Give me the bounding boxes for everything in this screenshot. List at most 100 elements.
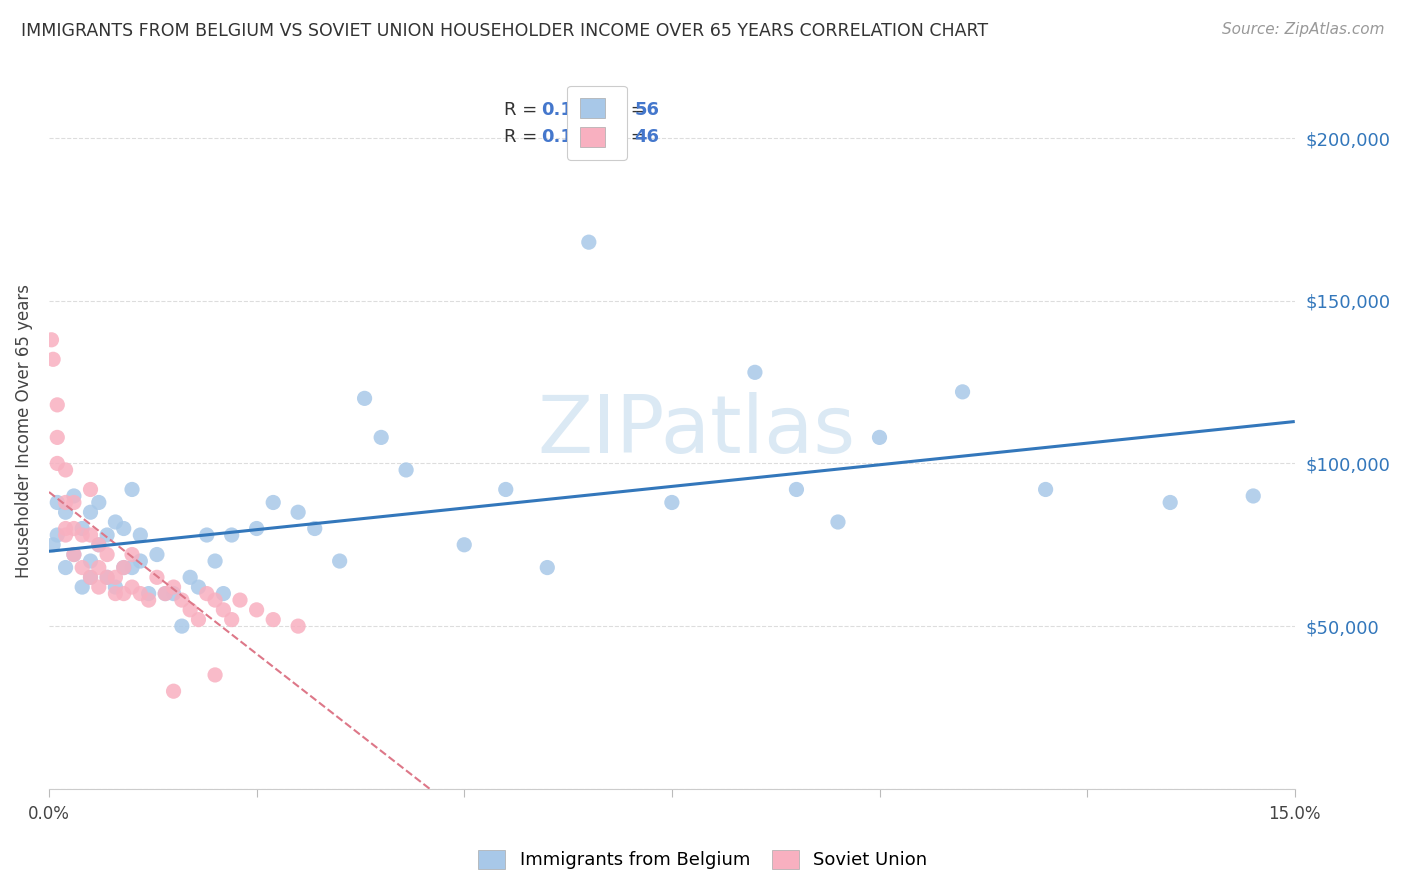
Point xyxy=(87,495,110,509)
Point xyxy=(395,463,418,477)
Point xyxy=(138,586,160,600)
Point xyxy=(661,495,683,509)
Point xyxy=(179,570,201,584)
Point xyxy=(46,457,69,471)
Point xyxy=(155,586,177,600)
Point xyxy=(55,495,77,509)
Point xyxy=(63,489,86,503)
Text: R =: R = xyxy=(503,128,543,146)
Point xyxy=(329,554,352,568)
Point xyxy=(536,560,558,574)
Point xyxy=(42,538,65,552)
Text: 46: 46 xyxy=(634,128,659,146)
Point xyxy=(104,515,127,529)
Point xyxy=(578,235,600,249)
Text: 0.193: 0.193 xyxy=(541,101,598,120)
Text: N =: N = xyxy=(599,128,651,146)
Point xyxy=(87,538,110,552)
Point xyxy=(79,554,101,568)
Point xyxy=(70,528,93,542)
Point xyxy=(195,528,218,542)
Point xyxy=(187,580,209,594)
Legend: Immigrants from Belgium, Soviet Union: Immigrants from Belgium, Soviet Union xyxy=(470,841,936,879)
Point xyxy=(212,586,235,600)
Point xyxy=(63,548,86,562)
Point xyxy=(827,515,849,529)
Point xyxy=(195,586,218,600)
Point xyxy=(96,570,118,584)
Point xyxy=(287,619,309,633)
Point xyxy=(155,586,177,600)
Point xyxy=(87,560,110,574)
Point xyxy=(104,586,127,600)
Text: Source: ZipAtlas.com: Source: ZipAtlas.com xyxy=(1222,22,1385,37)
Point xyxy=(785,483,807,497)
Point xyxy=(63,548,86,562)
Point xyxy=(162,684,184,698)
Point xyxy=(1035,483,1057,497)
Point xyxy=(55,560,77,574)
Point xyxy=(204,668,226,682)
Point xyxy=(96,548,118,562)
Point xyxy=(70,580,93,594)
Point xyxy=(952,384,974,399)
Point xyxy=(46,495,69,509)
Point xyxy=(129,528,152,542)
Point xyxy=(46,430,69,444)
Point xyxy=(70,560,93,574)
Point xyxy=(1241,489,1264,503)
Point xyxy=(495,483,517,497)
Point xyxy=(138,593,160,607)
Text: IMMIGRANTS FROM BELGIUM VS SOVIET UNION HOUSEHOLDER INCOME OVER 65 YEARS CORRELA: IMMIGRANTS FROM BELGIUM VS SOVIET UNION … xyxy=(21,22,988,40)
Point xyxy=(121,580,143,594)
Point xyxy=(55,522,77,536)
Point xyxy=(869,430,891,444)
Y-axis label: Householder Income Over 65 years: Householder Income Over 65 years xyxy=(15,284,32,578)
Point xyxy=(146,570,169,584)
Point xyxy=(246,522,269,536)
Point xyxy=(55,463,77,477)
Point xyxy=(46,528,69,542)
Point xyxy=(221,613,243,627)
Point xyxy=(96,570,118,584)
Point xyxy=(121,548,143,562)
Point xyxy=(112,560,135,574)
Text: N =: N = xyxy=(599,101,651,120)
Point xyxy=(63,495,86,509)
Point xyxy=(212,603,235,617)
Point xyxy=(204,593,226,607)
Point xyxy=(96,528,118,542)
Point xyxy=(121,560,143,574)
Point xyxy=(221,528,243,542)
Point xyxy=(70,522,93,536)
Point xyxy=(79,570,101,584)
Point xyxy=(187,613,209,627)
Point xyxy=(229,593,252,607)
Point xyxy=(204,554,226,568)
Point xyxy=(304,522,326,536)
Point xyxy=(162,580,184,594)
Point xyxy=(129,554,152,568)
Point xyxy=(179,603,201,617)
Point xyxy=(287,505,309,519)
Point xyxy=(162,586,184,600)
Point xyxy=(79,570,101,584)
Point xyxy=(262,495,284,509)
Point xyxy=(370,430,392,444)
Text: R =: R = xyxy=(503,101,543,120)
Text: 0.119: 0.119 xyxy=(541,128,598,146)
Legend: , : , xyxy=(568,86,627,160)
Point xyxy=(744,365,766,379)
Point xyxy=(87,580,110,594)
Point xyxy=(262,613,284,627)
Point xyxy=(79,505,101,519)
Point xyxy=(353,392,375,406)
Point xyxy=(1159,495,1181,509)
Point xyxy=(170,593,193,607)
Point xyxy=(129,586,152,600)
Point xyxy=(453,538,475,552)
Point xyxy=(63,522,86,536)
Point xyxy=(246,603,269,617)
Point xyxy=(170,619,193,633)
Point xyxy=(112,586,135,600)
